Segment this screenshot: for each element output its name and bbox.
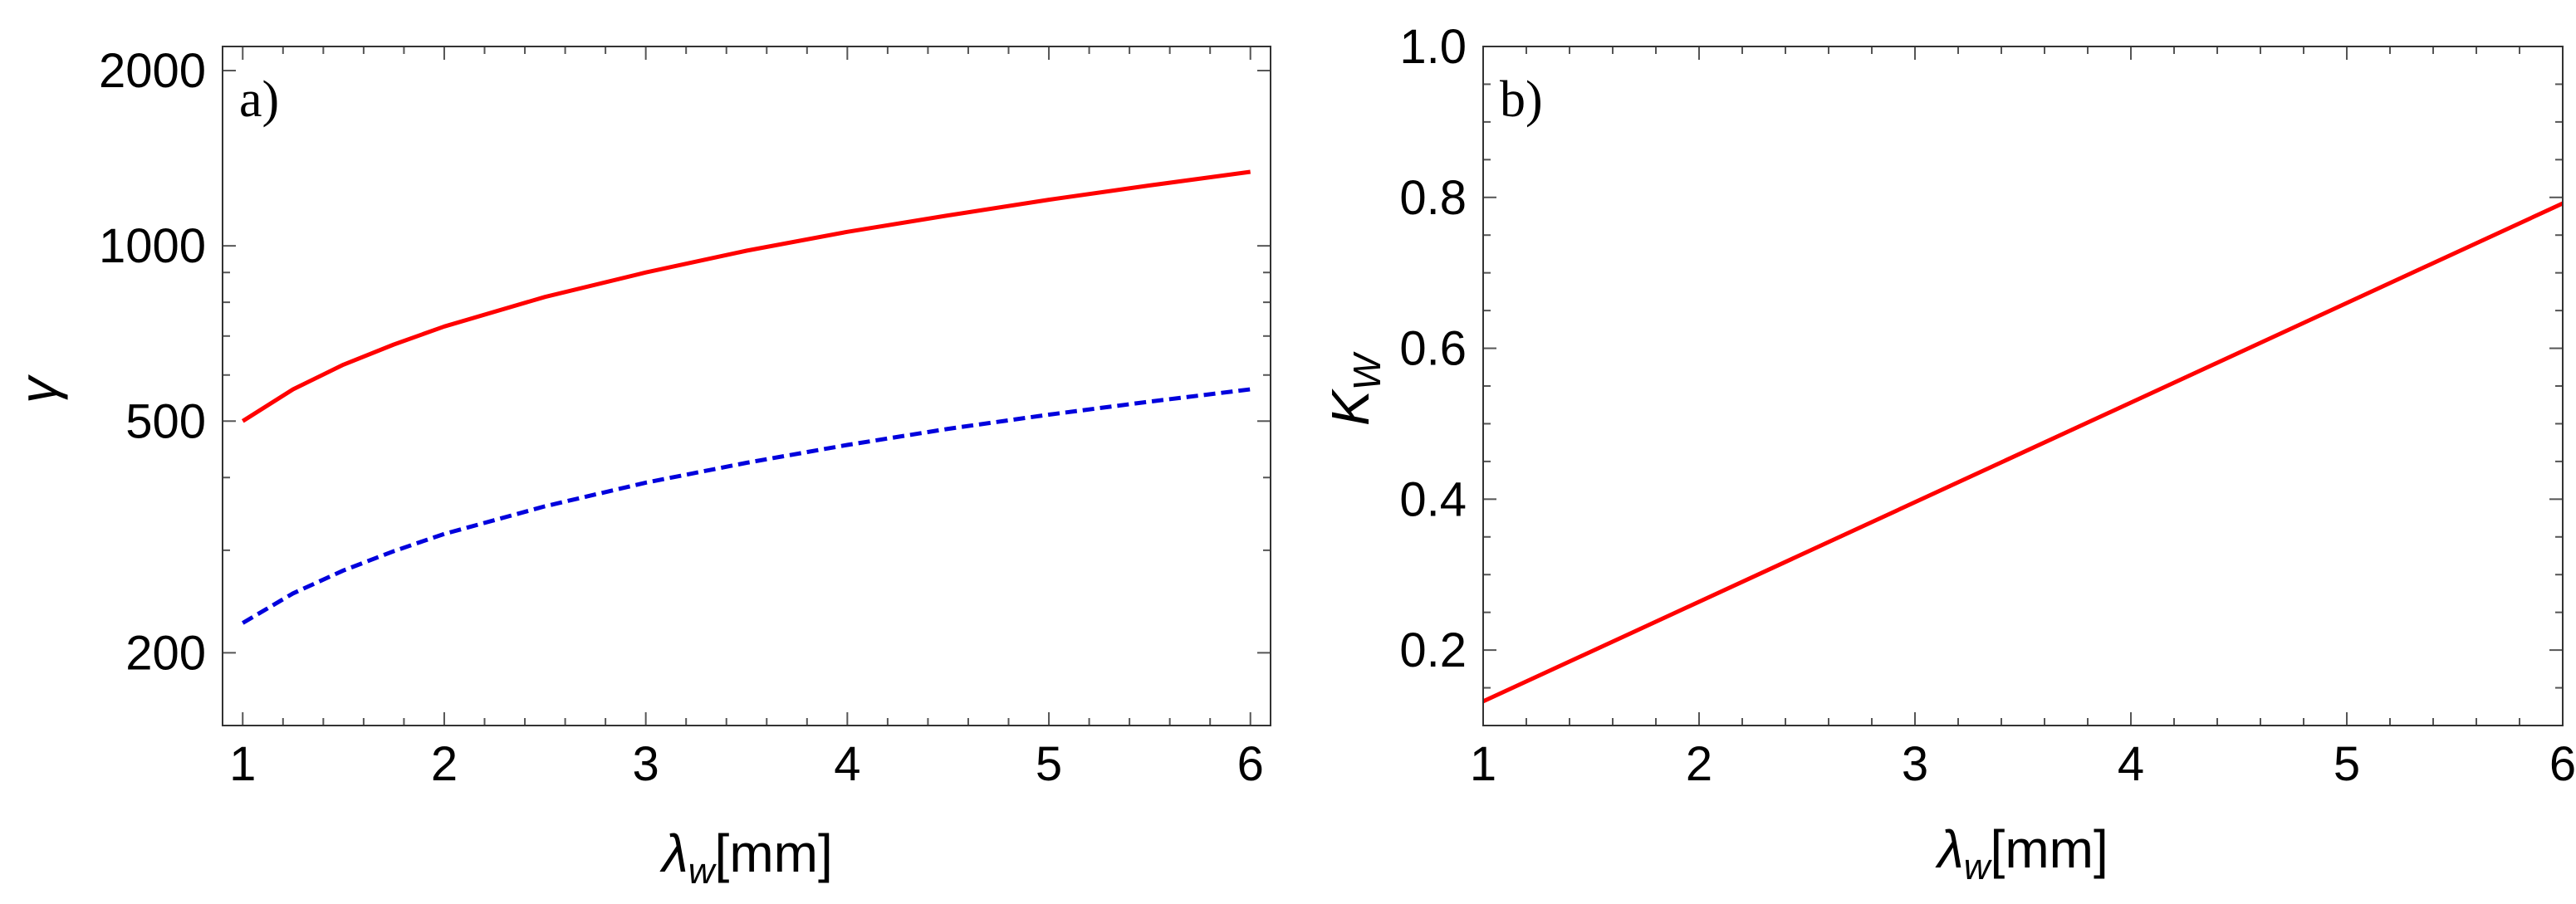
a-xtick-label: 6 (1237, 737, 1264, 791)
b-ytick-label: 1.0 (1399, 20, 1467, 74)
b-ytick-label: 0.2 (1399, 623, 1467, 677)
b-ytick-label: 0.6 (1399, 322, 1467, 376)
a-xtick-label: 3 (633, 737, 659, 791)
a-series-group (241, 169, 1251, 625)
b-xtick-label: 2 (1686, 737, 1712, 791)
a-ytick-label: 200 (125, 626, 206, 680)
a-xtick-label: 2 (431, 737, 458, 791)
b-ytick-label: 0.8 (1399, 171, 1467, 225)
b-xtick-label: 6 (2549, 737, 2576, 791)
a-series-dashed-line (242, 387, 1251, 625)
a-ytick-labels: 200 500 1000 2000 (99, 44, 206, 680)
b-panel-label: b) (1500, 71, 1543, 128)
a-major-ticks (223, 46, 1271, 726)
a-panel-label: a) (239, 71, 279, 128)
b-series-group (1481, 201, 2564, 704)
a-xtick-label: 1 (229, 737, 256, 791)
b-ytick-labels: 0.2 0.4 0.6 0.8 1.0 (1399, 20, 1467, 677)
b-y-axis-label: KW (1320, 350, 1388, 426)
b-xtick-label: 1 (1470, 737, 1496, 791)
b-plot-frame (1482, 46, 2564, 726)
b-xtick-label: 3 (1902, 737, 1928, 791)
b-x-axis-label: λw[mm] (1935, 819, 2108, 887)
a-x-axis-label: λw[mm] (659, 823, 832, 892)
a-y-axis-label: γ (8, 374, 68, 403)
a-minor-ticks (223, 46, 1271, 726)
a-plot-frame (222, 46, 1271, 726)
a-ytick-label: 2000 (99, 44, 206, 98)
panel-b: 1 2 3 4 5 6 0.2 0.4 0.6 0.8 1.0 b) λw[mm] KW (1320, 20, 2576, 887)
b-xtick-label: 4 (2118, 737, 2144, 791)
b-major-ticks (1482, 46, 2564, 726)
panel-a: 1 2 3 4 5 6 200 500 1000 2000 a) λw[mm] γ (8, 44, 1271, 892)
b-series-solid-line (1481, 201, 2564, 704)
a-series-solid-line (241, 169, 1251, 423)
b-minor-ticks (1483, 46, 2563, 726)
a-xtick-label: 4 (834, 737, 860, 791)
b-xtick-label: 5 (2334, 737, 2360, 791)
b-xtick-labels: 1 2 3 4 5 6 (1470, 737, 2576, 791)
a-ytick-label: 1000 (99, 219, 206, 273)
a-ytick-label: 500 (125, 394, 206, 448)
a-xtick-label: 5 (1036, 737, 1062, 791)
b-ytick-label: 0.4 (1399, 472, 1467, 526)
a-xtick-labels: 1 2 3 4 5 6 (229, 737, 1264, 791)
